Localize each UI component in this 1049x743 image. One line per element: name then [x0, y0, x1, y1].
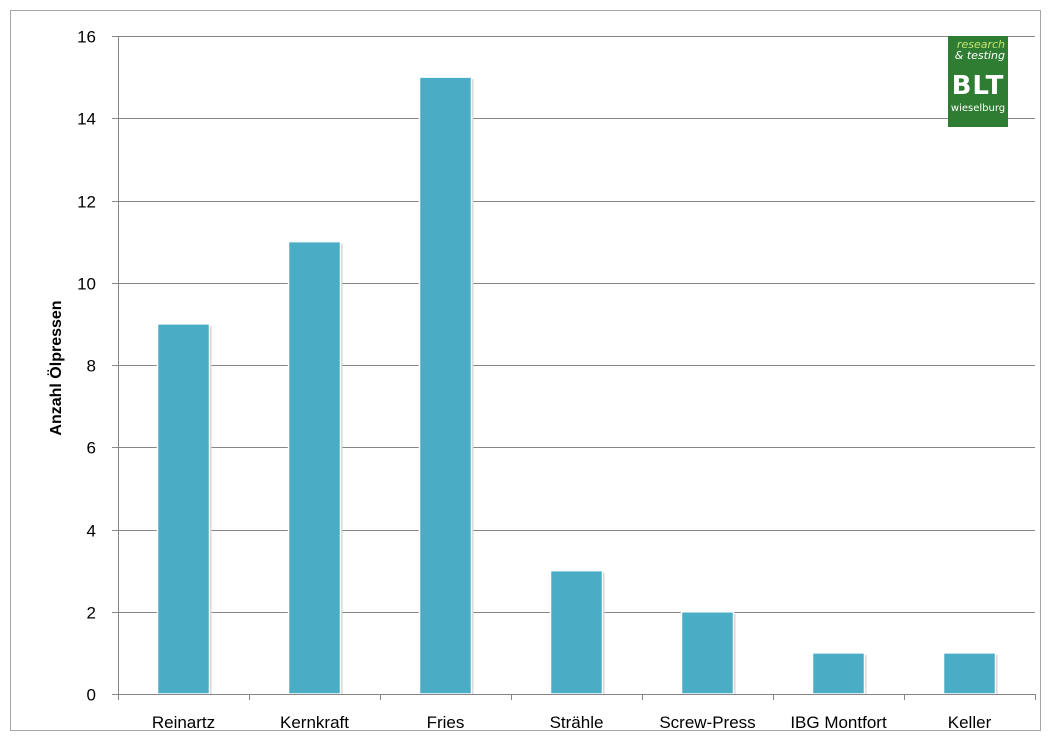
- bar: [942, 652, 997, 695]
- y-tick-label: 6: [87, 439, 96, 458]
- x-tick-label: IBG Montfort: [790, 713, 887, 732]
- y-tick-label: 0: [87, 686, 96, 705]
- bar: [418, 76, 473, 695]
- gridlines: [118, 36, 1035, 613]
- bar: [811, 652, 866, 695]
- logo-tagline-research: research: [956, 38, 1005, 51]
- y-tick-label: 2: [87, 604, 96, 623]
- y-tick-label: 8: [87, 357, 96, 376]
- x-tick-label: Kernkraft: [280, 713, 349, 732]
- bars: [156, 76, 998, 695]
- y-tick-label: 12: [77, 193, 96, 212]
- blt-logo: research & testing BLT wieselburg: [948, 36, 1008, 127]
- axes: [112, 36, 1036, 700]
- x-tick-label: Reinartz: [152, 713, 215, 732]
- x-tick-label: Strähle: [550, 713, 604, 732]
- logo-tagline-testing: & testing: [954, 49, 1005, 62]
- x-tick-label: Fries: [427, 713, 465, 732]
- bar: [549, 569, 604, 695]
- bar: [156, 323, 211, 695]
- y-tick-label: 16: [77, 28, 96, 47]
- logo-city: wieselburg: [950, 103, 1006, 114]
- logo-brand: BLT: [951, 71, 1005, 101]
- x-tick-label: Keller: [948, 713, 992, 732]
- bar: [287, 240, 342, 695]
- y-tick-label: 4: [87, 522, 96, 541]
- y-axis-title: Anzahl Ölpressen: [46, 300, 65, 435]
- x-tick-label: Screw-Press: [659, 713, 755, 732]
- y-tick-label: 14: [77, 110, 96, 129]
- bar: [680, 611, 735, 695]
- tick-labels: 0 2 4 6 8 10 12 14 16 Reinartz Kernkraft Fries Sträh…: [77, 28, 991, 733]
- y-tick-label: 10: [77, 275, 96, 294]
